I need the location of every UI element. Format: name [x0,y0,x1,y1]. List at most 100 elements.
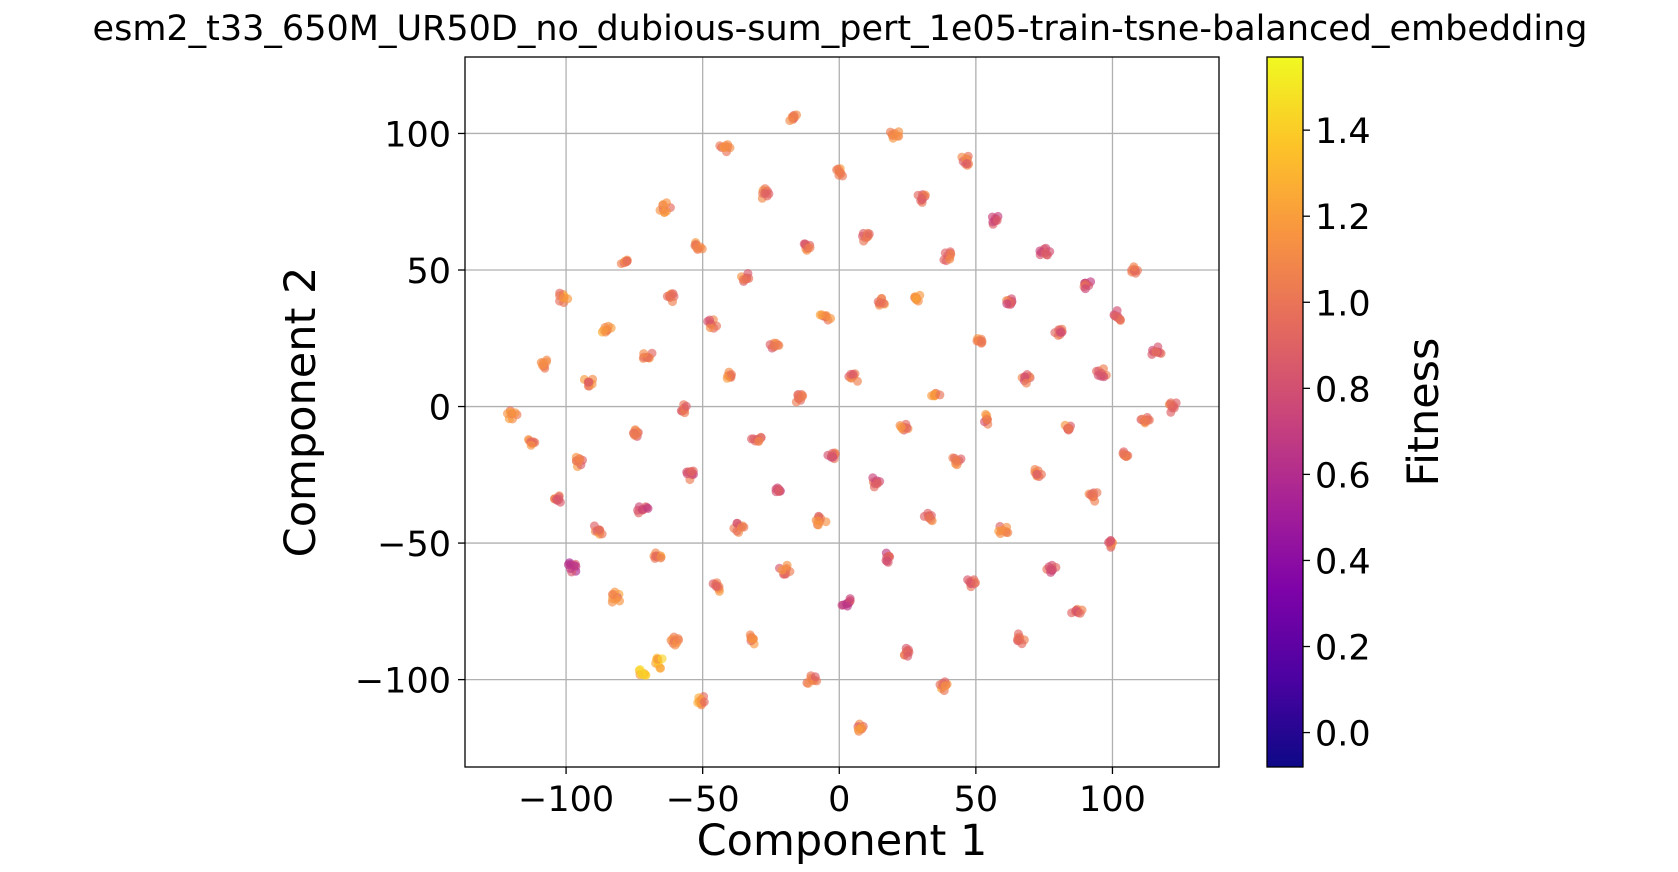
scatter-point [982,415,992,424]
scatter-point [720,141,730,151]
scatter-point [879,298,889,308]
scatter-point [583,377,593,387]
scatter-point [962,159,972,168]
x-tick-label: 50 [954,780,999,820]
colorbar-tick-label: 1.0 [1315,284,1371,324]
scatter-point [594,525,604,535]
scatter-point [963,575,973,585]
scatter-point [699,697,709,707]
scatter-point [894,127,904,137]
y-tick-label: 0 [429,389,451,429]
scatter-point [951,455,961,465]
colorbar-tick-label: 1.2 [1315,198,1371,238]
scatter-point [1106,536,1116,546]
scatter-point [739,522,749,532]
x-axis: −100 −50 0 50 100 [518,767,1146,820]
scatter-point [1080,284,1090,294]
scatter-point [711,581,721,591]
scatter-point [1017,639,1027,649]
y-tick-label: −50 [377,525,451,565]
scatter-point [1118,449,1128,458]
scatter-point [1096,368,1106,378]
y-axis: −100 −50 0 50 100 [355,115,465,702]
scatter-point [773,340,783,350]
scatter-point [554,494,564,504]
scatter-point [705,315,715,325]
scatter-point [692,243,702,253]
colorbar-tick-label: 0.4 [1315,542,1371,582]
scatter-point [599,325,609,335]
colorbar-axis: 0.0 0.2 0.4 0.6 0.8 1.0 1.2 1.4 [1303,112,1371,755]
scatter-point [538,360,548,370]
scatter-point [1002,299,1012,309]
scatter-point [842,601,852,611]
scatter-point [656,553,666,563]
scatter-point [992,215,1002,225]
scatter-point [662,198,671,208]
scatter-point [1137,414,1147,424]
scatter-point [859,236,869,246]
colorbar [1266,56,1304,768]
scatter-point [872,478,882,488]
colorbar-tick-label: 1.4 [1315,112,1371,152]
scatter-point [946,249,956,259]
plot-frame [464,56,1220,768]
scatter-point [687,467,696,477]
scatter-point [636,669,646,679]
scatter-point [1064,424,1074,433]
scatter-point [848,369,858,379]
scatter-point [1129,262,1139,272]
scatter-point [681,401,691,411]
x-tick-label: 100 [1079,780,1146,820]
scatter-point [853,725,863,735]
scatter-point [810,672,820,682]
scatter-point [935,390,945,400]
scatter-point [774,486,784,496]
scatter-point [1075,608,1085,618]
scatter-point [659,208,669,217]
scatter-point [1090,496,1100,506]
x-axis-label: Component 1 [697,816,988,866]
scatter-point [643,504,653,513]
scatter-point [882,556,892,566]
scatter-point [657,654,667,664]
scatter-point [803,679,813,688]
scatter-point [940,681,950,691]
scatter-point [917,193,927,203]
scatter-point [1042,250,1052,260]
scatter-point [727,370,736,379]
y-tick-label: 50 [406,252,451,292]
scatter-points [503,110,1181,736]
scatter-point [745,630,755,640]
scatter-point [924,513,934,523]
scatter-point [563,560,573,570]
scatter-point [821,311,831,320]
scatter-point [995,529,1005,539]
scatter-point [805,243,815,253]
scatter-point [864,229,874,239]
scatter-point [834,167,844,177]
scatter-point [575,454,585,464]
scatter-point [742,274,752,284]
scatter-point [526,440,536,450]
scatter-point [793,390,803,400]
grid [465,57,1219,767]
scatter-point [662,291,672,301]
scatter-point [639,349,649,359]
colorbar-tick-label: 0.0 [1315,715,1371,755]
scatter-point [607,590,617,599]
scatter-point [1021,378,1031,388]
scatter-point [813,516,823,526]
scatter-point [705,323,715,333]
scatter-point [622,256,632,266]
scatter-point [785,116,795,126]
scatter-point [1166,398,1176,408]
scatter-point [910,292,920,302]
scatter-point [615,596,625,606]
colorbar-tick-label: 0.2 [1315,629,1371,669]
scatter-point [673,634,683,644]
colorbar-tick-label: 0.8 [1315,370,1371,410]
scatter-point [1032,469,1042,479]
scatter-point [563,294,573,304]
